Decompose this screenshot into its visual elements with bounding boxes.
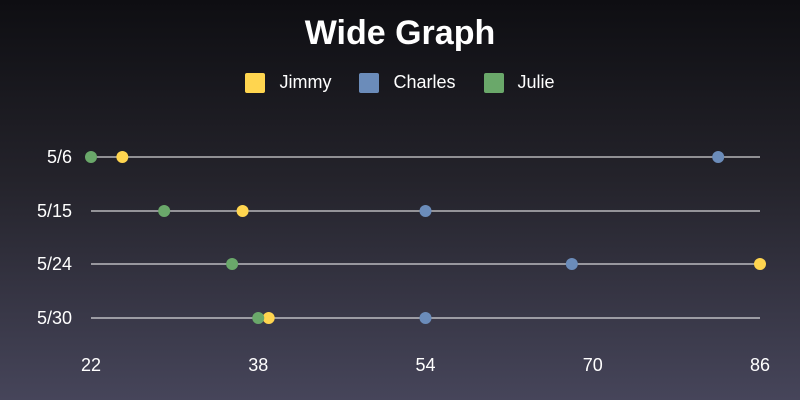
- data-point-charles[interactable]: [565, 258, 578, 270]
- legend-item-jimmy[interactable]: Jimmy: [245, 72, 331, 93]
- legend: Jimmy Charles Julie: [0, 72, 800, 93]
- data-point-jimmy[interactable]: [236, 205, 249, 217]
- x-tick-label: 22: [81, 355, 101, 375]
- y-tick-label: 5/24: [37, 254, 72, 274]
- y-tick-label: 5/15: [37, 201, 72, 221]
- legend-label-charles: Charles: [393, 72, 456, 92]
- x-tick-label: 38: [248, 355, 268, 375]
- legend-swatch-julie: [483, 72, 504, 93]
- y-tick-label: 5/6: [47, 147, 72, 167]
- data-point-julie[interactable]: [226, 258, 239, 270]
- legend-item-charles[interactable]: Charles: [359, 72, 456, 93]
- legend-swatch-charles: [359, 72, 380, 93]
- data-point-charles[interactable]: [419, 312, 432, 324]
- data-point-charles[interactable]: [712, 151, 725, 163]
- data-point-julie[interactable]: [85, 151, 97, 163]
- x-tick-label: 86: [750, 355, 770, 375]
- legend-label-jimmy: Jimmy: [279, 72, 332, 92]
- data-point-julie[interactable]: [158, 205, 171, 217]
- data-point-jimmy[interactable]: [754, 258, 766, 270]
- chart-title: Wide Graph: [304, 14, 496, 52]
- data-point-jimmy[interactable]: [116, 151, 129, 163]
- x-tick-label: 54: [415, 355, 435, 375]
- legend-item-julie[interactable]: Julie: [483, 72, 555, 93]
- legend-swatch-jimmy: [245, 72, 266, 93]
- legend-label-julie: Julie: [517, 72, 555, 92]
- y-tick-label: 5/30: [37, 308, 72, 328]
- data-point-charles[interactable]: [419, 205, 432, 217]
- data-point-jimmy[interactable]: [262, 312, 275, 324]
- x-tick-label: 70: [583, 355, 603, 375]
- data-point-julie[interactable]: [252, 312, 265, 324]
